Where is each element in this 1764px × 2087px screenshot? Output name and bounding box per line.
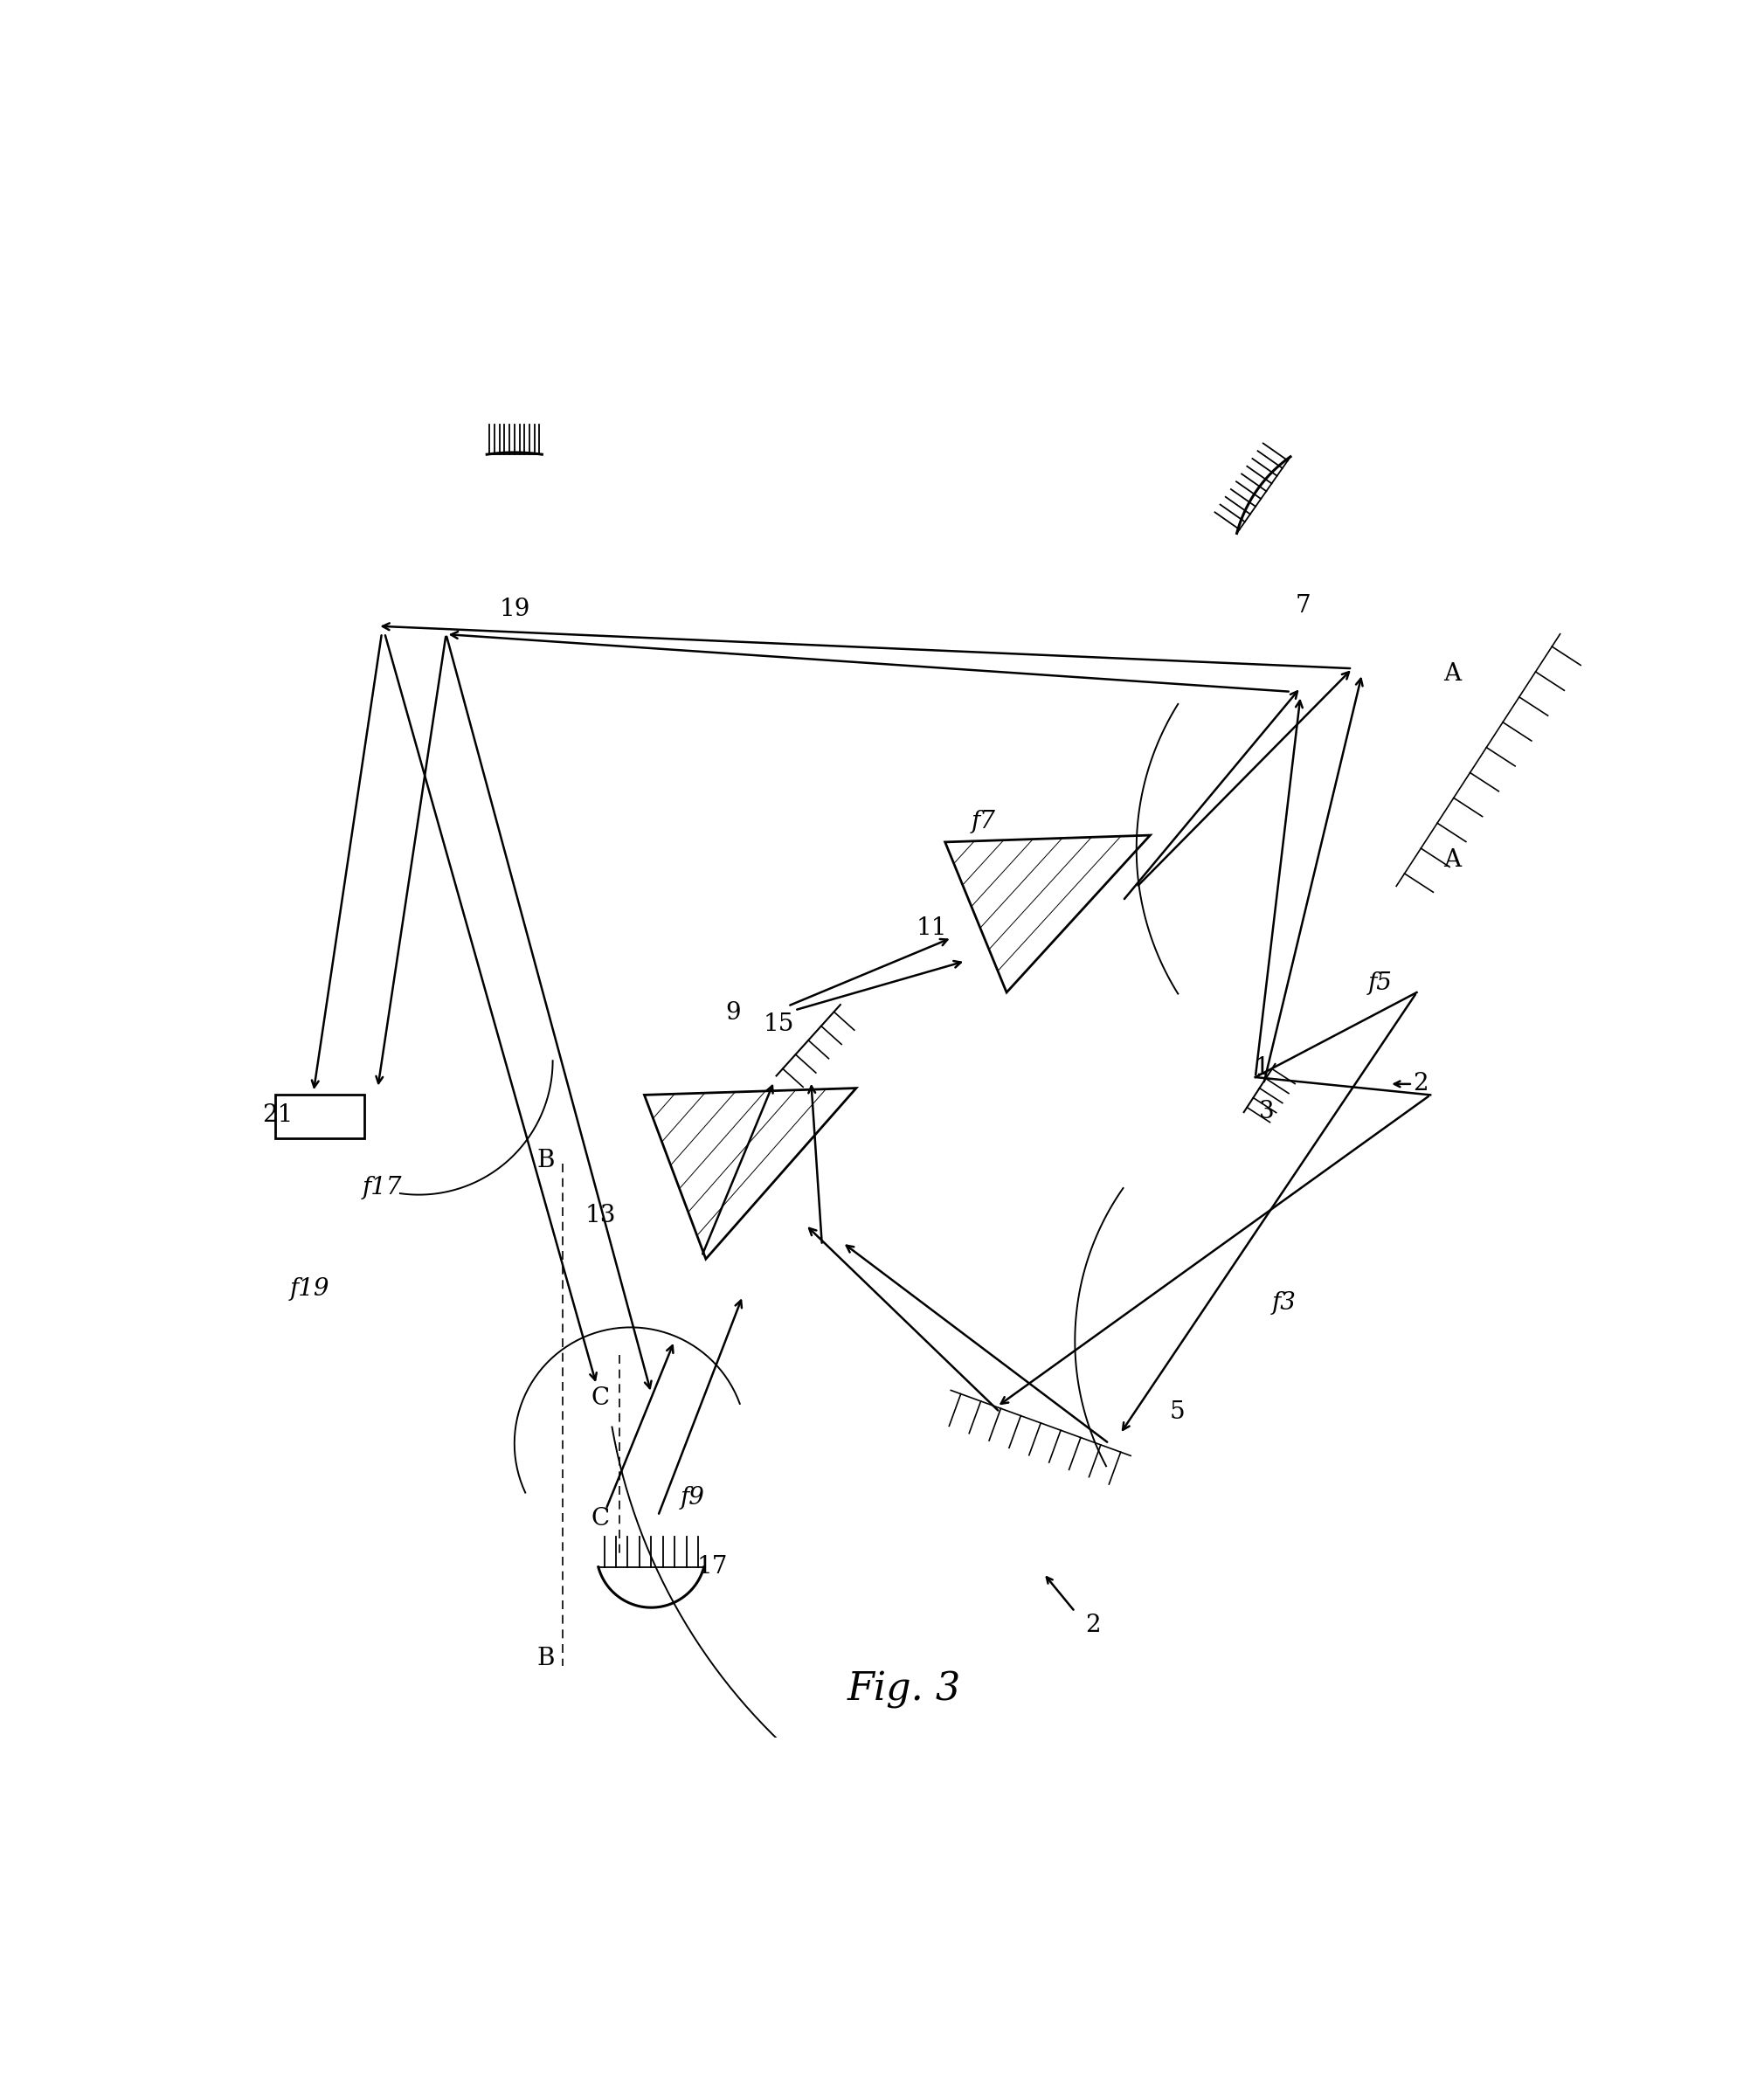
Text: 3: 3	[1259, 1100, 1274, 1123]
Text: f3: f3	[1272, 1292, 1297, 1315]
Text: f19: f19	[289, 1277, 330, 1300]
Text: 5: 5	[1170, 1400, 1185, 1423]
Text: 2: 2	[1085, 1613, 1101, 1636]
Text: C: C	[591, 1507, 610, 1530]
Text: A: A	[1443, 847, 1461, 872]
Text: 21: 21	[263, 1104, 293, 1127]
Text: A: A	[1443, 662, 1461, 687]
Text: 1: 1	[1254, 1056, 1270, 1079]
Text: f5: f5	[1367, 970, 1392, 995]
Text: 2: 2	[1413, 1073, 1429, 1096]
Text: 11: 11	[916, 916, 947, 939]
Text: f7: f7	[972, 810, 995, 833]
Text: C: C	[591, 1386, 610, 1411]
Text: f17: f17	[362, 1177, 402, 1200]
Text: B: B	[536, 1148, 556, 1173]
Text: 13: 13	[586, 1204, 616, 1227]
Text: 19: 19	[499, 597, 529, 622]
Text: 7: 7	[1295, 595, 1311, 618]
Text: B: B	[536, 1647, 556, 1670]
Bar	[275, 1096, 363, 1140]
Text: 17: 17	[697, 1555, 729, 1578]
Text: Fig. 3: Fig. 3	[847, 1672, 961, 1709]
Text: f9: f9	[679, 1486, 704, 1511]
Text: 15: 15	[762, 1012, 794, 1035]
Text: 9: 9	[725, 1002, 741, 1025]
